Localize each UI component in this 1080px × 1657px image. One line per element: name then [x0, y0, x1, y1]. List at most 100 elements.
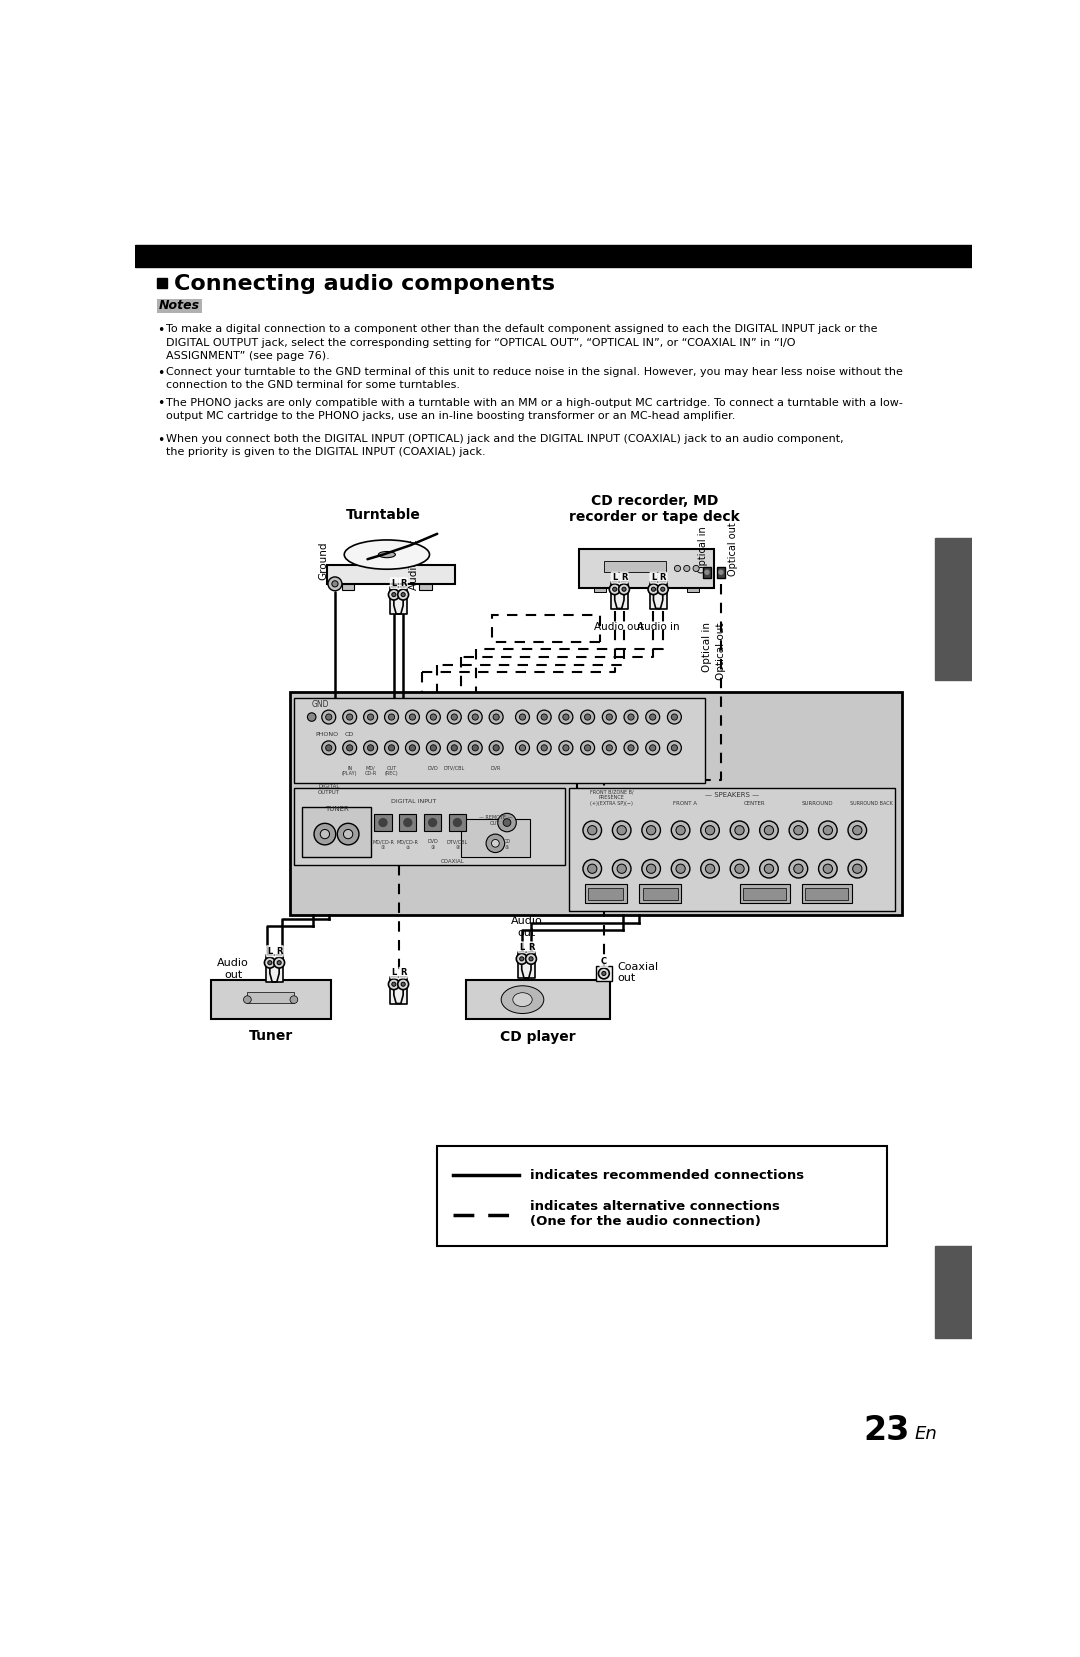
Circle shape	[765, 863, 773, 873]
Bar	[638, 885, 681, 903]
Circle shape	[265, 958, 275, 968]
Circle shape	[649, 744, 656, 751]
Bar	[687, 588, 699, 592]
Circle shape	[343, 830, 353, 838]
Text: GND: GND	[312, 699, 329, 709]
Text: DIGITAL
OUTPUT: DIGITAL OUTPUT	[318, 784, 340, 795]
Circle shape	[627, 714, 634, 721]
Circle shape	[583, 860, 602, 878]
Circle shape	[658, 583, 669, 595]
Text: Turntable: Turntable	[346, 509, 420, 522]
Text: L: L	[612, 573, 618, 582]
Circle shape	[588, 863, 597, 873]
Circle shape	[559, 741, 572, 756]
Circle shape	[392, 983, 396, 986]
Bar	[491, 615, 600, 641]
Circle shape	[646, 711, 660, 724]
Text: TUNER: TUNER	[325, 805, 349, 812]
Text: FRONT B/ZONE B/
PRESENCE
(+)(EXTRA SP)(−): FRONT B/ZONE B/ PRESENCE (+)(EXTRA SP)(−…	[590, 789, 634, 805]
Circle shape	[617, 825, 626, 835]
Circle shape	[789, 860, 808, 878]
Circle shape	[598, 968, 609, 979]
Text: PHONO: PHONO	[315, 732, 339, 737]
Text: indicates recommended connections: indicates recommended connections	[530, 1168, 805, 1181]
Circle shape	[347, 714, 353, 721]
Circle shape	[278, 961, 281, 964]
Circle shape	[427, 741, 441, 756]
Bar	[743, 888, 786, 900]
Circle shape	[718, 570, 724, 575]
Text: R: R	[275, 946, 282, 956]
Circle shape	[494, 714, 499, 721]
Text: R: R	[400, 968, 406, 978]
Bar	[584, 885, 627, 903]
Circle shape	[848, 820, 866, 840]
Circle shape	[364, 711, 378, 724]
Circle shape	[602, 971, 606, 976]
Circle shape	[308, 713, 316, 721]
Circle shape	[519, 744, 526, 751]
Circle shape	[291, 996, 298, 1004]
Circle shape	[647, 863, 656, 873]
Circle shape	[588, 825, 597, 835]
Circle shape	[537, 711, 551, 724]
Circle shape	[332, 580, 338, 587]
Text: DTV/CBL
④: DTV/CBL ④	[447, 840, 468, 850]
Text: Audio
out: Audio out	[217, 958, 248, 979]
Circle shape	[529, 956, 534, 961]
Circle shape	[409, 744, 416, 751]
Circle shape	[401, 593, 405, 597]
Circle shape	[401, 983, 405, 986]
Circle shape	[852, 825, 862, 835]
Circle shape	[430, 744, 436, 751]
Circle shape	[328, 577, 342, 592]
Bar	[517, 951, 535, 979]
Circle shape	[409, 714, 416, 721]
Circle shape	[672, 820, 690, 840]
Circle shape	[563, 744, 569, 751]
Circle shape	[364, 741, 378, 756]
Circle shape	[469, 741, 482, 756]
Bar	[294, 787, 565, 865]
Circle shape	[672, 744, 677, 751]
Circle shape	[693, 565, 699, 572]
Ellipse shape	[513, 993, 532, 1006]
Bar	[400, 814, 416, 832]
Circle shape	[342, 741, 356, 756]
Text: CD player: CD player	[500, 1031, 576, 1044]
Text: R: R	[660, 573, 666, 582]
Circle shape	[624, 711, 638, 724]
Circle shape	[646, 741, 660, 756]
Text: To make a digital connection to a component other than the default component ass: To make a digital connection to a compon…	[166, 325, 877, 361]
Circle shape	[273, 958, 284, 968]
Bar	[327, 565, 455, 583]
Circle shape	[397, 979, 408, 989]
Circle shape	[667, 741, 681, 756]
Circle shape	[734, 863, 744, 873]
Bar	[291, 691, 902, 915]
Circle shape	[730, 820, 748, 840]
Circle shape	[583, 820, 602, 840]
Text: indicates alternative connections
(One for the audio connection): indicates alternative connections (One f…	[530, 1200, 780, 1228]
Circle shape	[676, 863, 685, 873]
Text: English: English	[947, 1268, 960, 1317]
Text: R: R	[528, 943, 535, 951]
Circle shape	[447, 711, 461, 724]
Circle shape	[619, 583, 630, 595]
Bar	[801, 885, 852, 903]
Text: Optical in: Optical in	[702, 623, 712, 673]
Text: 23: 23	[864, 1415, 910, 1447]
Text: L: L	[391, 578, 396, 588]
Bar	[449, 814, 465, 832]
Circle shape	[314, 824, 336, 845]
Ellipse shape	[501, 986, 544, 1014]
Circle shape	[430, 714, 436, 721]
Text: CENTER: CENTER	[744, 800, 766, 805]
Text: Audio out: Audio out	[409, 540, 419, 590]
Bar	[157, 278, 166, 288]
Circle shape	[617, 863, 626, 873]
Text: DVD
③: DVD ③	[428, 840, 438, 850]
Circle shape	[559, 711, 572, 724]
Circle shape	[472, 744, 478, 751]
Text: When you connect both the DIGITAL INPUT (OPTICAL) jack and the DIGITAL INPUT (CO: When you connect both the DIGITAL INPUT …	[166, 434, 843, 457]
